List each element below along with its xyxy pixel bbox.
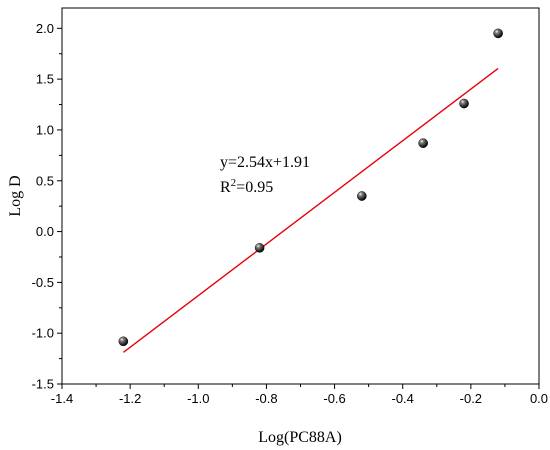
x-tick-label: 0.0 — [530, 391, 548, 406]
x-tick-label: -1.4 — [51, 391, 73, 406]
x-tick-label: -1.0 — [187, 391, 209, 406]
y-tick-label: 2.0 — [36, 21, 54, 36]
data-point — [418, 138, 428, 148]
x-tick-label: -0.8 — [255, 391, 277, 406]
data-point — [254, 243, 265, 253]
data-point — [493, 28, 503, 39]
r-squared-exponent: 2 — [231, 177, 237, 189]
y-tick-label: 1.0 — [36, 122, 54, 137]
fit-equation: y=2.54x+1.91 — [220, 154, 310, 171]
r-squared: R2=0.95 — [220, 177, 273, 196]
x-tick-label: -0.4 — [392, 391, 414, 406]
x-tick-label: -1.2 — [119, 391, 141, 406]
fit-line — [122, 67, 499, 353]
data-point — [118, 336, 129, 347]
x-tick-label: -0.2 — [460, 391, 482, 406]
y-tick-label: -1.5 — [32, 377, 54, 392]
r-squared-prefix: R — [220, 179, 231, 196]
data-points — [118, 28, 503, 347]
x-tick-label: -0.6 — [323, 391, 345, 406]
y-axis-label: Log D — [7, 175, 24, 216]
y-tick-label: -1.0 — [32, 326, 54, 341]
x-axis-tick-labels: -1.4 -1.2 -1.0 -0.8 -0.6 -0.4 -0.2 0.0 — [51, 391, 548, 406]
data-point — [459, 98, 469, 109]
y-tick-label: 0.5 — [36, 173, 54, 188]
plot-frame — [61, 7, 540, 385]
y-tick-label: 0.0 — [36, 224, 54, 239]
y-tick-label: 1.5 — [36, 72, 54, 87]
data-point — [357, 191, 367, 201]
y-tick-label: -0.5 — [32, 275, 54, 290]
x-axis-ticks — [61, 384, 540, 389]
y-axis-tick-labels: -1.5 -1.0 -0.5 0.0 0.5 1.0 1.5 2.0 — [32, 21, 54, 392]
y-axis-ticks — [57, 27, 62, 385]
r-squared-value: =0.95 — [236, 179, 273, 196]
x-axis-label: Log(PC88A) — [258, 429, 342, 446]
